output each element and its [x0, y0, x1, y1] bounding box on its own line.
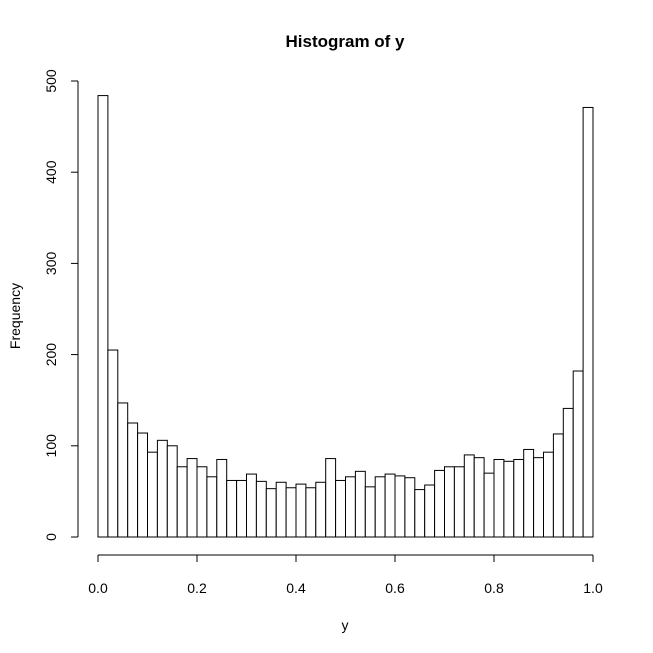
y-tick-label: 400 — [43, 160, 59, 184]
histogram-bar — [166, 445, 178, 538]
histogram-bar — [434, 469, 446, 538]
histogram-bar — [147, 451, 158, 538]
histogram-bar — [483, 472, 495, 538]
histogram-bar — [384, 473, 396, 538]
x-tick-label: 1.0 — [583, 580, 603, 596]
histogram-bar — [255, 480, 267, 538]
histogram-bar — [345, 476, 356, 538]
x-axis: 0.0 0.2 0.4 0.6 0.8 1.0 — [88, 554, 603, 596]
x-tick-label: 0.8 — [484, 580, 504, 596]
histogram-bar — [473, 457, 485, 538]
histogram-bar — [325, 458, 337, 538]
y-tick-label: 300 — [43, 252, 59, 276]
histogram-bar — [394, 475, 406, 538]
bars-group — [97, 95, 594, 538]
histogram-bar — [533, 457, 544, 538]
histogram-bar — [206, 476, 218, 538]
y-tick-label: 200 — [43, 343, 59, 367]
histogram-bar — [97, 95, 109, 538]
histogram-bar — [295, 483, 307, 538]
chart-title: Histogram of y — [285, 32, 405, 51]
histogram-bar — [335, 479, 347, 538]
y-axis: 0 100 200 300 400 500 — [43, 69, 79, 541]
histogram-bar — [137, 432, 149, 538]
histogram-bar — [404, 477, 416, 538]
histogram-bar — [503, 460, 515, 538]
y-axis-label: Frequency — [7, 283, 23, 349]
histogram-bar — [107, 349, 119, 538]
histogram-bar — [374, 476, 386, 538]
histogram-bar — [285, 487, 297, 538]
histogram-bar — [424, 484, 436, 538]
histogram-bar — [216, 458, 228, 538]
histogram-bar — [186, 458, 198, 538]
histogram-bar — [236, 479, 248, 538]
histogram-bar — [127, 422, 139, 538]
histogram-bar — [572, 370, 584, 538]
y-tick-label: 500 — [43, 69, 59, 93]
y-tick-label: 0 — [43, 533, 59, 541]
y-tick-label: 100 — [43, 434, 59, 458]
histogram-bar — [354, 470, 366, 538]
histogram-bar — [364, 486, 376, 538]
histogram-bar — [246, 473, 257, 538]
x-tick-label: 0.4 — [286, 580, 306, 596]
histogram-bar — [513, 458, 525, 538]
histogram-bar — [444, 466, 455, 538]
histogram-bar — [265, 488, 277, 538]
histogram-bar — [543, 451, 554, 538]
histogram-bar — [176, 466, 188, 538]
x-tick-label: 0.0 — [88, 580, 108, 596]
histogram-bar — [523, 448, 535, 538]
histogram-bar — [562, 407, 574, 538]
histogram-bar — [463, 454, 475, 538]
histogram-bar — [414, 489, 426, 538]
histogram-bar — [305, 487, 317, 538]
histogram-bar — [275, 481, 287, 538]
histogram-bar — [552, 433, 564, 538]
x-axis-label: y — [342, 617, 349, 633]
histogram-bar — [226, 479, 238, 538]
x-tick-label: 0.2 — [187, 580, 207, 596]
histogram-bar — [582, 106, 594, 538]
histogram-bar — [156, 439, 168, 538]
histogram-bar — [117, 402, 129, 538]
x-tick-label: 0.6 — [385, 580, 405, 596]
histogram-bar — [493, 458, 505, 538]
histogram-bar — [315, 481, 327, 538]
histogram-bar — [196, 466, 208, 538]
histogram-bar — [453, 466, 465, 538]
